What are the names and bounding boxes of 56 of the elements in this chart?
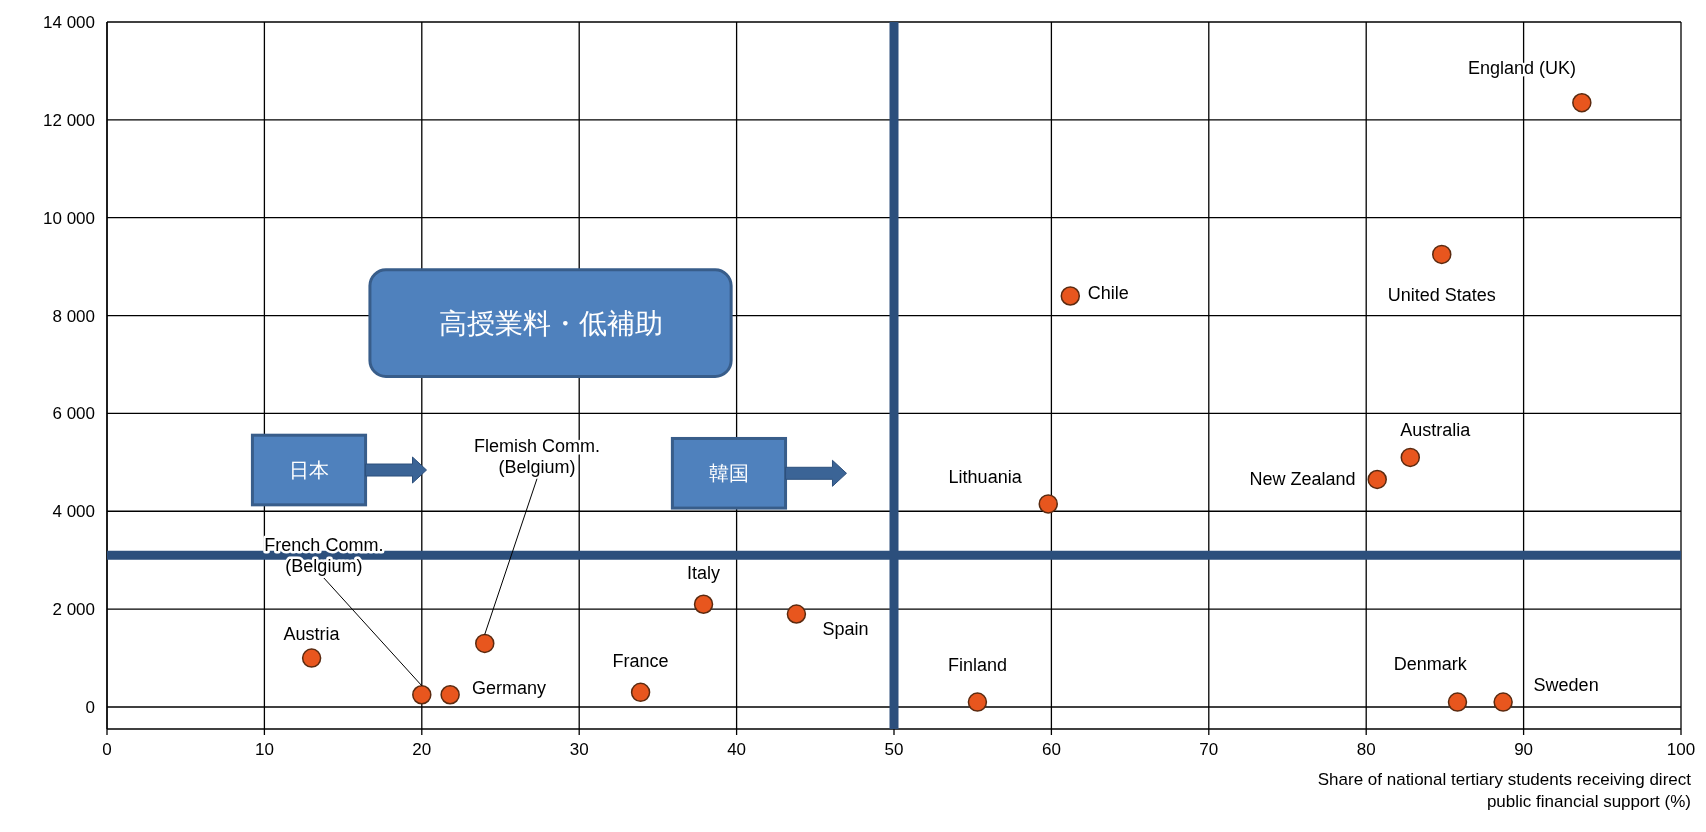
point: [1367, 469, 1387, 490]
x-tick-label: 100: [1666, 740, 1696, 759]
series-label: New Zealand: [1249, 469, 1356, 490]
series-label: Spain: [822, 619, 869, 640]
point: [412, 685, 432, 705]
x-axis-title: Share of national tertiary students receiving direct public financial support (%): [1317, 770, 1692, 811]
x-tick-label: 80: [1356, 740, 1376, 759]
x-tick-label: 50: [884, 740, 904, 759]
point: [301, 648, 322, 668]
annotation: 高授業料・低補助: [438, 308, 663, 340]
series-label: Sweden: [1533, 674, 1599, 695]
series-label: United States: [1387, 284, 1496, 305]
series-label: Austria: [283, 624, 341, 645]
annotation: 日本: [288, 459, 329, 482]
y-tick-label: 14 000: [43, 13, 95, 32]
series-label: Germany: [471, 678, 546, 699]
point: [440, 685, 460, 705]
point: [967, 692, 988, 712]
series-label: Lithuania: [948, 466, 1023, 487]
text: French Comm. (Belgium): [264, 534, 384, 576]
x-tick-label: 20: [412, 740, 432, 759]
y-tick-label: 6 000: [52, 404, 95, 424]
x-tick-label: 70: [1199, 740, 1219, 759]
x-tick-label: 90: [1514, 740, 1534, 759]
y-tick-label: 10 000: [43, 208, 95, 228]
annotation: 韓国: [708, 462, 749, 485]
y-tick-label: 0: [85, 697, 95, 717]
point: [1493, 692, 1513, 712]
point: [1400, 447, 1421, 468]
y-tick-label: 4 000: [52, 502, 95, 522]
arrow-note: 日本: [250, 433, 427, 507]
series-label: France: [612, 650, 669, 671]
series-label: Italy: [687, 562, 721, 583]
series-label: Chile: [1087, 282, 1129, 303]
point: [693, 594, 714, 614]
y-tick-label: 12 000: [43, 110, 95, 130]
point: [1060, 286, 1081, 306]
note-box: 高授業料・低補助: [368, 268, 733, 378]
point: [1447, 692, 1468, 712]
x-tick-label: 40: [727, 740, 747, 759]
series-label: Denmark: [1393, 654, 1468, 675]
x-tick-label: 60: [1041, 740, 1061, 759]
arrow-note: 韓国: [670, 436, 847, 510]
y-tick-label: 2 000: [52, 600, 95, 620]
x-tick-label: 30: [569, 740, 589, 759]
series-label: Finland: [947, 655, 1007, 676]
point: [786, 604, 807, 624]
x-tick-label: 10: [254, 740, 274, 759]
series-label: Australia: [1400, 420, 1472, 441]
point: [630, 682, 651, 703]
point: [475, 633, 495, 654]
point: [1572, 92, 1592, 113]
point: [1038, 494, 1058, 514]
x-tick-label: 0: [102, 740, 112, 759]
y-tick-label: 8 000: [52, 306, 95, 326]
point: [1432, 244, 1452, 265]
